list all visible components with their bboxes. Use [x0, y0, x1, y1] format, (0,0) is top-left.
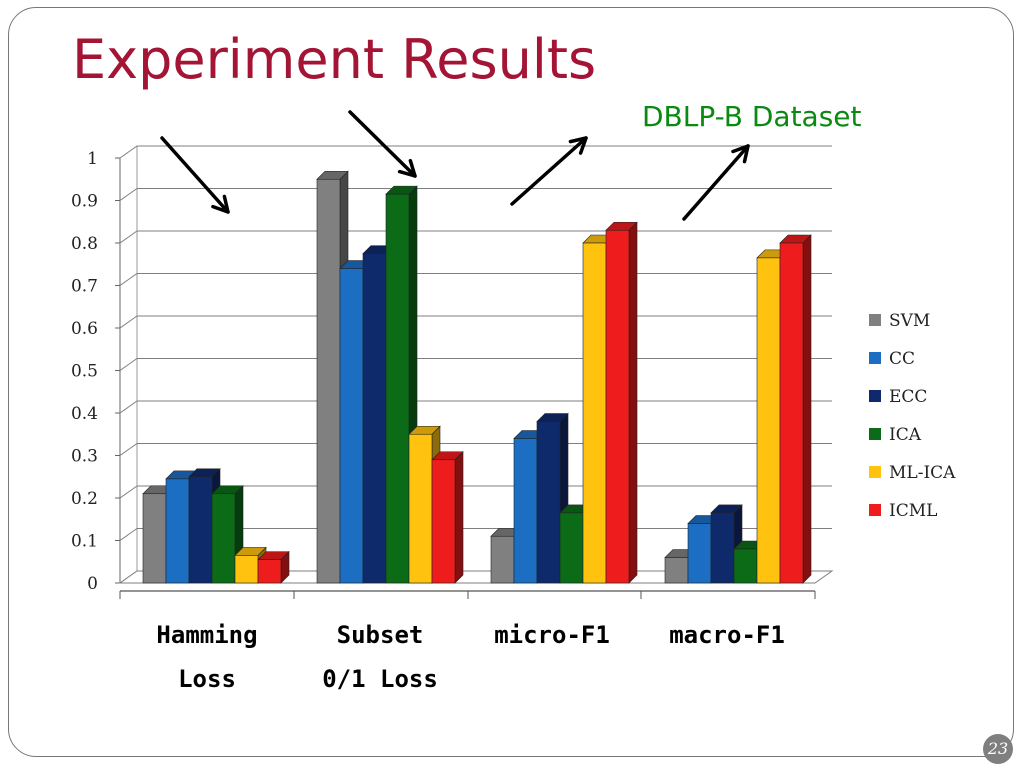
- page-number: 23: [983, 734, 1013, 764]
- bar-side: [454, 451, 464, 584]
- bar-side: [628, 221, 638, 584]
- x-category-label: Subset: [337, 621, 424, 649]
- gridline: [119, 358, 832, 371]
- legend-swatch-ml-ica: [869, 466, 881, 478]
- bar-front: [490, 535, 515, 584]
- gridline: [119, 315, 832, 329]
- legend-label: ICML: [889, 501, 937, 521]
- legend-label: CC: [889, 349, 915, 369]
- y-tick-label: 0.9: [71, 192, 98, 212]
- gridline: [119, 145, 832, 159]
- annotation-arrow: [510, 136, 588, 206]
- arrow-shaft: [160, 136, 230, 214]
- arrow-shaft: [682, 144, 750, 221]
- bar-front: [582, 242, 607, 584]
- bar-front: [779, 242, 804, 584]
- bar-side: [802, 234, 812, 584]
- dataset-subtitle: DBLP-B Dataset: [642, 100, 862, 133]
- legend-label: SVM: [889, 311, 930, 331]
- y-tick-label: 0.1: [71, 532, 98, 552]
- gridline: [119, 188, 832, 201]
- gridline: [119, 400, 832, 414]
- arrow-shaft: [348, 110, 417, 178]
- bar-front: [234, 555, 259, 584]
- arrow-head: [568, 136, 588, 155]
- x-category-label: macro-F1: [669, 621, 785, 649]
- annotation-arrow: [160, 136, 230, 214]
- y-tick-label: 0.5: [71, 362, 98, 382]
- x-category-label: Hamming: [156, 621, 257, 649]
- bar-front: [385, 193, 410, 584]
- legend-swatch-svm: [869, 314, 881, 326]
- gridline: [119, 443, 832, 456]
- bar-front: [559, 512, 584, 584]
- bar-front: [605, 229, 630, 584]
- x-category-label: 0/1 Loss: [322, 665, 438, 693]
- bar-front: [687, 523, 712, 584]
- legend-label: ICA: [889, 425, 922, 445]
- slide-title: Experiment Results: [72, 28, 597, 91]
- bar-front: [165, 478, 190, 584]
- legend-swatch-cc: [869, 352, 881, 364]
- arrow-shaft: [510, 136, 588, 206]
- y-tick-label: 0.6: [71, 319, 98, 339]
- arrow-head: [731, 144, 750, 164]
- y-tick-label: 1: [87, 149, 98, 169]
- bar-front: [257, 559, 282, 584]
- bar-front: [339, 268, 364, 584]
- bar-front: [733, 548, 758, 584]
- bar-front: [408, 433, 433, 584]
- legend-label: ML-ICA: [889, 463, 956, 483]
- legend-label: ECC: [889, 387, 927, 407]
- legend-swatch-icml: [869, 504, 881, 516]
- bar-front: [211, 493, 236, 584]
- y-tick-label: 0: [87, 574, 98, 594]
- y-tick-label: 0.8: [71, 234, 98, 254]
- gridline: [119, 273, 832, 286]
- arrow-head: [211, 194, 230, 214]
- bar-icml-2: [605, 221, 638, 584]
- y-tick-label: 0.3: [71, 447, 98, 467]
- legend-swatch-ica: [869, 428, 881, 440]
- bar-front: [142, 493, 167, 584]
- bar-front: [513, 438, 538, 584]
- bar-front: [188, 476, 213, 584]
- y-tick-label: 0.4: [71, 404, 98, 424]
- legend-swatch-ecc: [869, 390, 881, 402]
- bar-front: [664, 557, 689, 584]
- bar-front: [431, 459, 456, 584]
- y-tick-label: 0.2: [71, 489, 98, 509]
- arrow-head: [397, 158, 417, 178]
- bar-front: [316, 178, 341, 584]
- bar-front: [362, 253, 387, 584]
- bar-icml-3: [779, 234, 812, 584]
- x-category-label: Loss: [178, 665, 236, 693]
- bar-icml-0: [257, 550, 290, 584]
- y-tick-label: 0.7: [71, 277, 98, 297]
- bar-front: [710, 512, 735, 584]
- x-category-label: micro-F1: [494, 621, 610, 649]
- slide-frame: [8, 7, 1014, 757]
- annotation-arrow: [682, 144, 750, 221]
- bar-front: [536, 421, 561, 584]
- annotation-arrow: [348, 110, 417, 178]
- bar-icml-1: [431, 451, 464, 584]
- bar-front: [756, 257, 781, 584]
- gridline: [119, 230, 832, 244]
